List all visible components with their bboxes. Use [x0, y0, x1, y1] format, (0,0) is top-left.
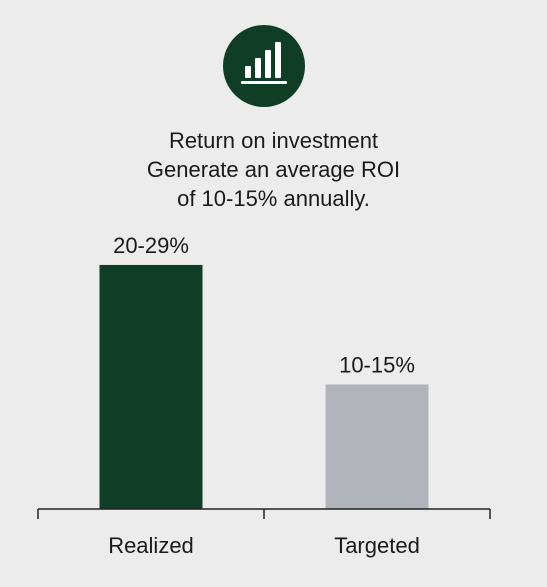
value-label-targeted: 10-15% — [339, 352, 415, 377]
icon-bar-4 — [275, 42, 281, 78]
icon-baseline — [241, 81, 287, 84]
icon-bar-1 — [245, 66, 251, 78]
value-label-realized: 20-29% — [113, 233, 189, 258]
chart-caption: Return on investment Generate an average… — [0, 126, 547, 213]
category-label-targeted: Targeted — [334, 533, 420, 558]
caption-line-3: of 10-15% annually. — [177, 186, 370, 211]
bar-chart-icon-badge — [223, 25, 305, 107]
caption-line-1: Return on investment — [168, 128, 379, 153]
bar-chart-icon — [241, 42, 287, 84]
icon-bar-2 — [255, 58, 261, 78]
caption-line-2: Generate an average ROI — [146, 157, 401, 182]
category-label-realized: Realized — [108, 533, 194, 558]
icon-bar-3 — [265, 50, 271, 78]
bar-targeted — [325, 384, 429, 509]
bar-realized — [99, 264, 203, 509]
